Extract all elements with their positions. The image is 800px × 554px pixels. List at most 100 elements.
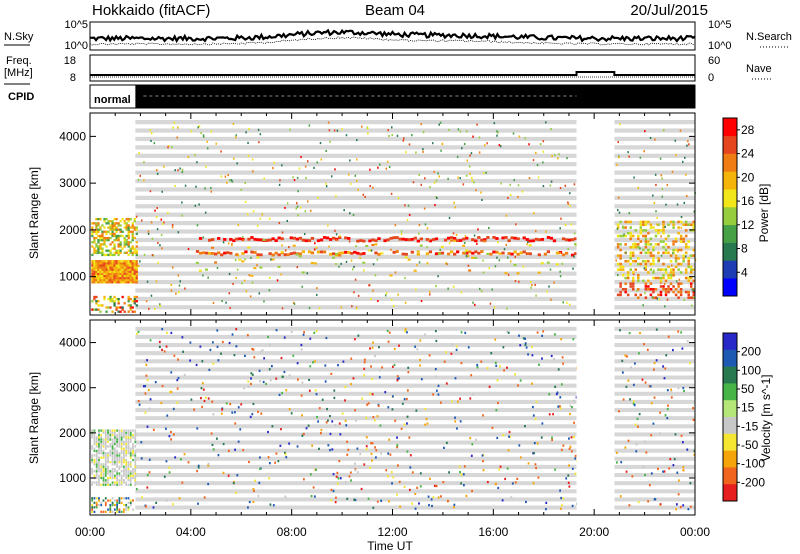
power-cell bbox=[103, 270, 106, 273]
power-cell bbox=[677, 248, 680, 252]
power-cell bbox=[229, 251, 233, 255]
velocity-cell bbox=[397, 464, 399, 467]
power-cell bbox=[93, 241, 96, 244]
power-cell bbox=[456, 155, 459, 158]
velocity-stripe bbox=[135, 440, 577, 445]
velocity-cell bbox=[363, 374, 366, 377]
power-cell bbox=[127, 226, 130, 229]
power-cell bbox=[161, 190, 163, 193]
power-cell bbox=[109, 306, 112, 309]
power-cell bbox=[117, 243, 120, 246]
velocity-cell bbox=[173, 354, 176, 357]
power-cell bbox=[687, 293, 690, 297]
velocity-cell bbox=[134, 479, 137, 482]
power-cell bbox=[494, 265, 497, 268]
power-cell bbox=[107, 260, 110, 263]
power-cell bbox=[692, 290, 695, 294]
power-cell bbox=[125, 266, 128, 269]
velocity-cell bbox=[132, 445, 134, 448]
power-cell bbox=[273, 161, 275, 164]
power-cell bbox=[455, 233, 458, 237]
power-cell bbox=[671, 264, 673, 267]
velocity-cell bbox=[371, 346, 374, 349]
velocity-cell bbox=[100, 510, 103, 513]
velocity-cell bbox=[536, 331, 539, 334]
power-cell bbox=[95, 226, 98, 229]
power-cell bbox=[103, 262, 106, 265]
velocity-cell bbox=[667, 404, 669, 407]
velocity-cell bbox=[359, 452, 362, 456]
velocity-cell bbox=[482, 469, 485, 472]
power-cell bbox=[489, 302, 492, 305]
power-cell bbox=[279, 179, 281, 182]
velocity-cell bbox=[319, 432, 322, 435]
power-cell bbox=[328, 238, 333, 241]
power-cell bbox=[109, 228, 112, 231]
power-cell bbox=[103, 268, 106, 271]
power-cell bbox=[425, 238, 430, 241]
velocity-cell bbox=[567, 474, 570, 477]
power-cell bbox=[462, 244, 466, 247]
velocity-cell bbox=[385, 469, 388, 472]
velocity-cell bbox=[111, 501, 114, 504]
power-cell bbox=[401, 237, 405, 241]
velocity-cell bbox=[344, 419, 347, 422]
power-cell bbox=[207, 251, 212, 255]
velocity-cell bbox=[123, 479, 125, 482]
power-cell bbox=[692, 220, 695, 224]
velocity-cell bbox=[104, 452, 107, 455]
velocity-cell bbox=[686, 340, 689, 343]
power-cell bbox=[689, 254, 693, 257]
velocity-cell bbox=[275, 329, 278, 332]
velocity-cell bbox=[109, 449, 112, 453]
velocity-cell bbox=[324, 364, 327, 367]
velocity-cell bbox=[91, 433, 94, 437]
velocity-ytick-label: 2000 bbox=[59, 426, 86, 440]
velocity-cell bbox=[432, 393, 434, 396]
power-cell bbox=[301, 238, 306, 242]
power-cell bbox=[117, 245, 120, 248]
velocity-cell bbox=[93, 447, 96, 450]
velocity-colorbar-label: Velocity [m s^-1] bbox=[759, 375, 773, 462]
velocity-cell bbox=[559, 507, 562, 510]
velocity-cell bbox=[630, 366, 633, 369]
power-cell bbox=[187, 247, 190, 251]
velocity-cell bbox=[434, 329, 437, 333]
power-cell bbox=[664, 290, 668, 294]
power-cell bbox=[686, 195, 688, 198]
power-cell bbox=[123, 270, 126, 273]
power-cell bbox=[652, 245, 655, 249]
power-cell bbox=[229, 237, 233, 241]
velocity-cell bbox=[671, 348, 674, 352]
power-cell bbox=[109, 220, 112, 223]
power-cell bbox=[223, 238, 227, 241]
velocity-cell bbox=[414, 507, 417, 510]
velocity-cell bbox=[283, 336, 286, 339]
power-cell bbox=[305, 177, 307, 180]
power-cell bbox=[692, 223, 695, 227]
power-cell bbox=[662, 223, 665, 227]
power-cell bbox=[121, 270, 124, 273]
power-cell bbox=[139, 174, 142, 177]
velocity-cell bbox=[201, 382, 204, 385]
velocity-cell bbox=[388, 331, 391, 334]
velocity-cell bbox=[134, 431, 137, 434]
velocity-cell bbox=[621, 359, 624, 362]
power-cell bbox=[557, 157, 559, 160]
velocity-cell bbox=[628, 331, 631, 335]
power-colorbar-segment bbox=[723, 242, 737, 261]
power-cell bbox=[101, 232, 104, 236]
velocity-cell bbox=[98, 449, 100, 453]
velocity-cell bbox=[91, 506, 94, 509]
velocity-cell bbox=[216, 329, 219, 332]
velocity-cell bbox=[102, 443, 105, 446]
power-cell bbox=[428, 293, 431, 296]
power-cell bbox=[293, 302, 296, 305]
velocity-cell bbox=[454, 416, 456, 419]
power-cell bbox=[103, 217, 106, 221]
power-cell bbox=[537, 238, 541, 242]
power-cell bbox=[162, 222, 164, 225]
power-cell bbox=[99, 266, 102, 269]
velocity-cell bbox=[104, 458, 107, 462]
power-stripe bbox=[614, 128, 695, 133]
